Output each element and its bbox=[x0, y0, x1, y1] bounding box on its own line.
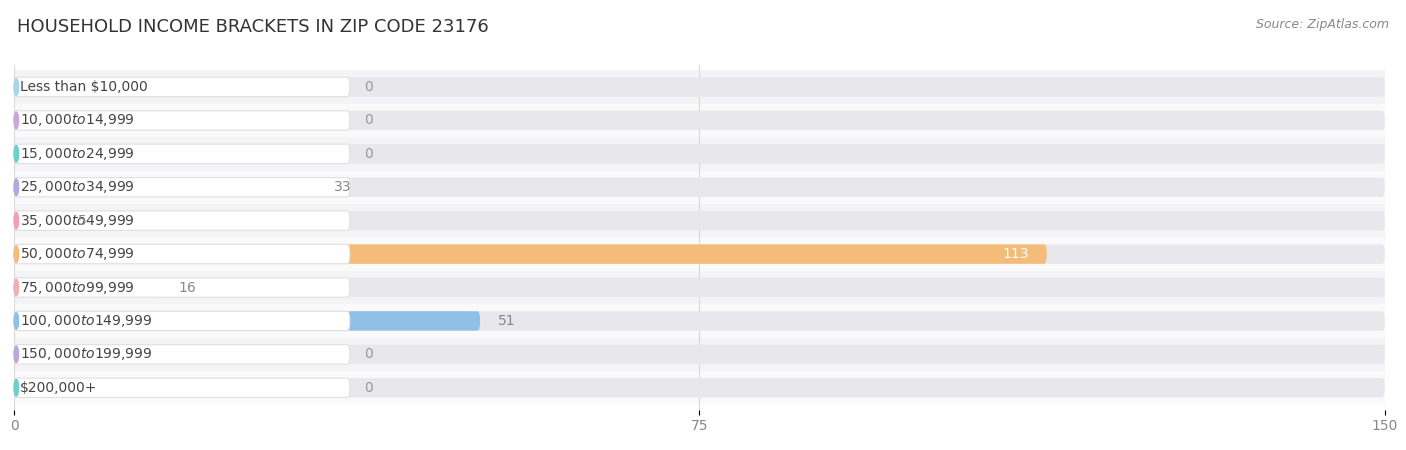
FancyBboxPatch shape bbox=[14, 345, 1385, 364]
FancyBboxPatch shape bbox=[14, 211, 60, 230]
Bar bbox=[0, 137, 1406, 171]
FancyBboxPatch shape bbox=[14, 311, 481, 331]
Text: $100,000 to $149,999: $100,000 to $149,999 bbox=[20, 313, 152, 329]
Bar bbox=[0, 304, 1406, 338]
FancyBboxPatch shape bbox=[14, 111, 350, 130]
Circle shape bbox=[14, 79, 18, 95]
Bar bbox=[0, 204, 1406, 237]
FancyBboxPatch shape bbox=[14, 178, 1385, 197]
FancyBboxPatch shape bbox=[14, 178, 316, 197]
Text: $150,000 to $199,999: $150,000 to $199,999 bbox=[20, 346, 152, 362]
Circle shape bbox=[14, 346, 18, 363]
Text: 0: 0 bbox=[364, 347, 373, 361]
Circle shape bbox=[14, 112, 18, 129]
Text: $10,000 to $14,999: $10,000 to $14,999 bbox=[20, 112, 135, 128]
FancyBboxPatch shape bbox=[14, 278, 160, 297]
Bar bbox=[0, 338, 1406, 371]
Bar bbox=[0, 104, 1406, 137]
FancyBboxPatch shape bbox=[14, 211, 1385, 230]
FancyBboxPatch shape bbox=[14, 77, 1385, 97]
Text: $15,000 to $24,999: $15,000 to $24,999 bbox=[20, 146, 135, 162]
Text: $35,000 to $49,999: $35,000 to $49,999 bbox=[20, 213, 135, 229]
Circle shape bbox=[14, 179, 18, 195]
Text: 0: 0 bbox=[364, 381, 373, 395]
FancyBboxPatch shape bbox=[14, 278, 350, 297]
FancyBboxPatch shape bbox=[14, 144, 1385, 163]
Text: $75,000 to $99,999: $75,000 to $99,999 bbox=[20, 279, 135, 296]
Text: $200,000+: $200,000+ bbox=[20, 381, 97, 395]
FancyBboxPatch shape bbox=[14, 144, 350, 163]
FancyBboxPatch shape bbox=[14, 378, 1385, 397]
Text: 0: 0 bbox=[364, 80, 373, 94]
FancyBboxPatch shape bbox=[14, 378, 350, 397]
Text: 33: 33 bbox=[335, 180, 352, 194]
Text: 0: 0 bbox=[364, 113, 373, 127]
Bar bbox=[0, 271, 1406, 304]
FancyBboxPatch shape bbox=[14, 244, 1385, 264]
Bar bbox=[0, 371, 1406, 405]
Bar bbox=[0, 237, 1406, 271]
FancyBboxPatch shape bbox=[14, 278, 1385, 297]
FancyBboxPatch shape bbox=[14, 178, 350, 197]
FancyBboxPatch shape bbox=[14, 311, 350, 331]
FancyBboxPatch shape bbox=[14, 111, 1385, 130]
Text: Source: ZipAtlas.com: Source: ZipAtlas.com bbox=[1256, 18, 1389, 31]
Bar bbox=[0, 70, 1406, 104]
Circle shape bbox=[14, 146, 18, 162]
Text: $25,000 to $34,999: $25,000 to $34,999 bbox=[20, 179, 135, 195]
FancyBboxPatch shape bbox=[14, 244, 1046, 264]
Text: 113: 113 bbox=[1002, 247, 1029, 261]
Circle shape bbox=[14, 212, 18, 229]
Circle shape bbox=[14, 279, 18, 296]
Circle shape bbox=[14, 379, 18, 396]
Text: 16: 16 bbox=[179, 280, 197, 294]
Circle shape bbox=[14, 313, 18, 329]
Text: 51: 51 bbox=[499, 314, 516, 328]
Text: HOUSEHOLD INCOME BRACKETS IN ZIP CODE 23176: HOUSEHOLD INCOME BRACKETS IN ZIP CODE 23… bbox=[17, 18, 489, 36]
Text: 0: 0 bbox=[364, 147, 373, 161]
Bar bbox=[0, 171, 1406, 204]
FancyBboxPatch shape bbox=[14, 211, 350, 230]
FancyBboxPatch shape bbox=[14, 244, 350, 264]
FancyBboxPatch shape bbox=[14, 345, 350, 364]
Text: $50,000 to $74,999: $50,000 to $74,999 bbox=[20, 246, 135, 262]
Circle shape bbox=[14, 246, 18, 262]
Text: 5: 5 bbox=[79, 214, 87, 228]
Text: Less than $10,000: Less than $10,000 bbox=[20, 80, 148, 94]
FancyBboxPatch shape bbox=[14, 77, 350, 97]
FancyBboxPatch shape bbox=[14, 311, 1385, 331]
